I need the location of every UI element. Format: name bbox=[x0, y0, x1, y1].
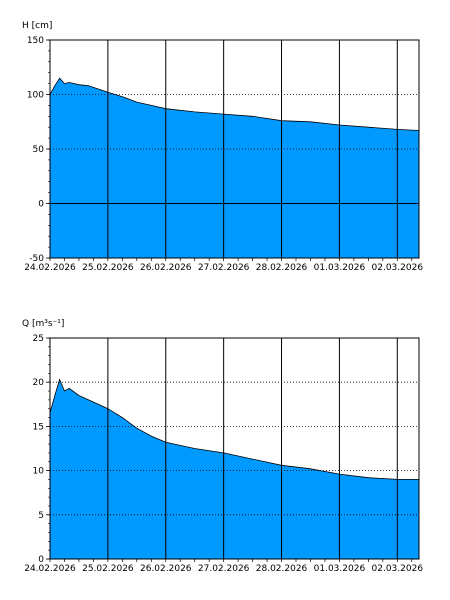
x-tick-label: 27.02.2026 bbox=[198, 564, 250, 574]
y-tick-label: 100 bbox=[27, 91, 44, 101]
x-tick-label: 26.02.2026 bbox=[140, 564, 192, 574]
x-tick-label: 28.02.2026 bbox=[256, 263, 308, 273]
x-tick-label: 24.02.2026 bbox=[24, 263, 76, 273]
x-tick-label: 02.03.2026 bbox=[372, 263, 424, 273]
y-axis-label: H [cm] bbox=[22, 21, 52, 31]
y-tick-label: 10 bbox=[33, 467, 45, 477]
y-tick-label: 20 bbox=[33, 378, 45, 388]
y-tick-label: 15 bbox=[33, 422, 44, 432]
y-tick-label: 5 bbox=[38, 511, 44, 521]
plot-frame bbox=[49, 337, 420, 560]
x-tick-label: 01.03.2026 bbox=[314, 564, 366, 574]
y-tick-label: -50 bbox=[29, 254, 44, 264]
x-tick-label: 02.03.2026 bbox=[372, 564, 424, 574]
x-tick-label: 25.02.2026 bbox=[82, 263, 134, 273]
chart-panel-2: 24.02.2026 25.02.2026 26.02.2026 27.02.2026… bbox=[22, 319, 423, 574]
x-tick-label: 24.02.2026 bbox=[24, 564, 76, 574]
series-area bbox=[50, 379, 419, 559]
x-tick-label: 25.02.2026 bbox=[82, 564, 134, 574]
y-tick-label: 0 bbox=[38, 555, 44, 565]
x-tick-label: 26.02.2026 bbox=[140, 263, 192, 273]
y-tick-label: 150 bbox=[27, 36, 44, 46]
y-axis-label: Q [m³s⁻¹] bbox=[22, 319, 64, 329]
series-line bbox=[49, 77, 420, 131]
x-tick-label: 28.02.2026 bbox=[256, 564, 308, 574]
chart-panel-1: 24.02.2026 25.02.2026 26.02.2026 27.02.2026… bbox=[22, 21, 423, 273]
y-tick-label: 50 bbox=[33, 145, 45, 155]
series-line bbox=[49, 378, 419, 480]
plot-frame bbox=[49, 39, 420, 259]
y-tick-label: 25 bbox=[33, 334, 44, 344]
x-tick-label: 27.02.2026 bbox=[198, 263, 250, 273]
x-tick-label: 01.03.2026 bbox=[314, 263, 366, 273]
series-area bbox=[50, 78, 419, 258]
y-tick-label: 0 bbox=[38, 200, 44, 210]
